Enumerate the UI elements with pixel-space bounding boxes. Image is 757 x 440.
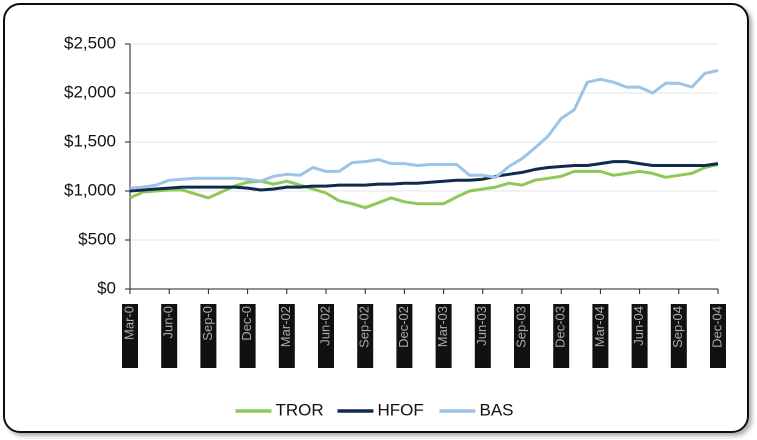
y-tick-label: $500 (78, 229, 116, 248)
y-tick-label: $0 (97, 278, 116, 297)
series-line (129, 160, 719, 193)
x-tick-label: Sep-0 (200, 306, 215, 341)
x-tick-label: Mar-04 (592, 306, 607, 347)
x-tick-label-bg (357, 304, 374, 368)
x-tick-label: Dec-0 (239, 306, 254, 341)
x-tick-label-bg (318, 304, 334, 368)
x-tick-label: Jun-0 (161, 306, 176, 339)
x-tick-label-bg (631, 304, 648, 368)
x-tick-label: Sep-03 (513, 306, 528, 348)
x-tick-label: Jun-02 (317, 306, 332, 346)
legend-label: TROR (276, 400, 324, 419)
series-line (129, 69, 719, 190)
x-tick-label-bg (161, 304, 178, 368)
x-tick-label: Sep-04 (670, 306, 685, 348)
x-tick-label-bg (592, 304, 609, 368)
x-tick-label-bg (239, 304, 256, 368)
x-tick-label: Jun-03 (474, 306, 489, 346)
x-tick-label-bg (553, 304, 570, 368)
series-line (129, 163, 719, 210)
x-tick-label-bg (670, 304, 687, 368)
legend-label: BAS (480, 400, 514, 419)
x-tick-label-bg (435, 304, 452, 368)
x-tick-label: Dec-03 (553, 306, 568, 348)
x-tick-label: Mar-03 (435, 306, 450, 347)
x-tick-label-bg (396, 304, 413, 368)
legend-label: HFOF (378, 400, 424, 419)
plot-area: $0 $500 $1,000 $1,500 $2,000 $2,500 Mar-0 Jun-0… (64, 33, 726, 368)
x-tick-label: Mar-02 (278, 306, 293, 347)
x-tick-label: Dec-04 (709, 306, 724, 348)
x-tick-label-bg (474, 304, 491, 368)
x-tick-label: Jun-04 (631, 306, 646, 346)
x-tick-label: Sep-02 (357, 306, 372, 348)
y-tick-label: $1,000 (64, 180, 116, 199)
x-tick-label-bg (710, 304, 726, 368)
x-tick-label: Dec-02 (396, 306, 411, 348)
x-tick-label-bg (122, 304, 138, 368)
y-tick-label: $1,500 (64, 131, 116, 150)
x-tick-label: Mar-0 (121, 306, 136, 340)
x-tick-label-bg (278, 304, 295, 368)
y-tick-label: $2,500 (64, 33, 116, 52)
x-tick-label-bg (514, 304, 530, 368)
x-tick-label-bg (200, 304, 217, 368)
y-tick-label: $2,000 (64, 82, 116, 101)
